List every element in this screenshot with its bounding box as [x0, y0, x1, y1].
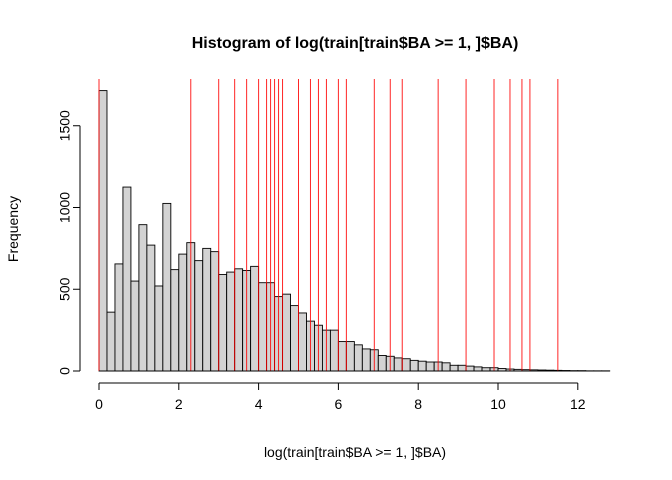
- reference-lines: [98, 79, 559, 371]
- x-tick-label: 2: [175, 396, 183, 412]
- x-tick-label: 0: [95, 396, 103, 412]
- histogram-bar: [329, 329, 339, 372]
- x-axis: 0 2 4 6 8 10 12: [95, 382, 586, 412]
- histogram-bar: [154, 285, 164, 372]
- x-axis-label: log(train[train$BA >= 1, ]$BA): [264, 444, 446, 460]
- histogram-bar: [282, 293, 291, 372]
- x-tick-label: 12: [570, 396, 586, 412]
- histogram-bar: [409, 359, 419, 372]
- histogram-bar: [226, 271, 236, 372]
- histogram-bar: [290, 305, 299, 372]
- y-axis: 0 500 1000 1500: [57, 110, 81, 375]
- histogram-bar: [98, 90, 108, 372]
- x-tick-label: 8: [414, 396, 422, 412]
- y-tick-label: 0: [57, 367, 73, 375]
- histogram-bar: [106, 311, 116, 372]
- histogram-bar: [114, 263, 124, 372]
- histogram-bar: [218, 274, 228, 372]
- y-axis-label: Frequency: [5, 196, 21, 262]
- histogram-bar: [449, 364, 459, 372]
- chart-title: Histogram of log(train[train$BA >= 1, ]$…: [192, 35, 519, 52]
- histogram-bar: [465, 365, 475, 372]
- x-tick-label: 10: [490, 396, 506, 412]
- histogram-bar: [250, 265, 260, 372]
- x-tick-label: 4: [255, 396, 263, 412]
- histogram-bar: [337, 341, 347, 372]
- histogram-bar: [162, 202, 172, 372]
- histogram-bar: [194, 260, 204, 372]
- histogram-bar: [146, 244, 156, 372]
- histogram-bar: [234, 268, 244, 372]
- histogram-bar: [425, 361, 435, 372]
- histogram-bar: [393, 357, 403, 372]
- histogram-bar: [361, 348, 371, 372]
- histogram-bar: [130, 280, 140, 372]
- histogram-bar: [210, 251, 220, 372]
- histogram-bar: [417, 360, 427, 372]
- x-tick-label: 6: [335, 396, 343, 412]
- histogram-bar: [401, 358, 411, 372]
- histogram-bar: [353, 344, 363, 372]
- histogram-bar: [258, 282, 268, 372]
- histogram-bar: [202, 247, 212, 372]
- histogram-bar: [377, 355, 387, 372]
- histogram-bar: [170, 269, 180, 372]
- histogram-bar: [122, 186, 132, 372]
- histogram-bar: [441, 362, 451, 372]
- y-tick-label: 500: [57, 277, 73, 301]
- histogram-bar: [473, 366, 483, 372]
- histogram-bar: [457, 364, 467, 372]
- y-tick-label: 1000: [57, 192, 73, 223]
- y-tick-label: 1500: [57, 110, 73, 141]
- histogram-bars: [98, 90, 611, 372]
- histogram-bar: [178, 253, 188, 372]
- histogram-bar: [298, 312, 307, 372]
- histogram-bar: [138, 224, 148, 372]
- histogram-bar: [345, 341, 355, 372]
